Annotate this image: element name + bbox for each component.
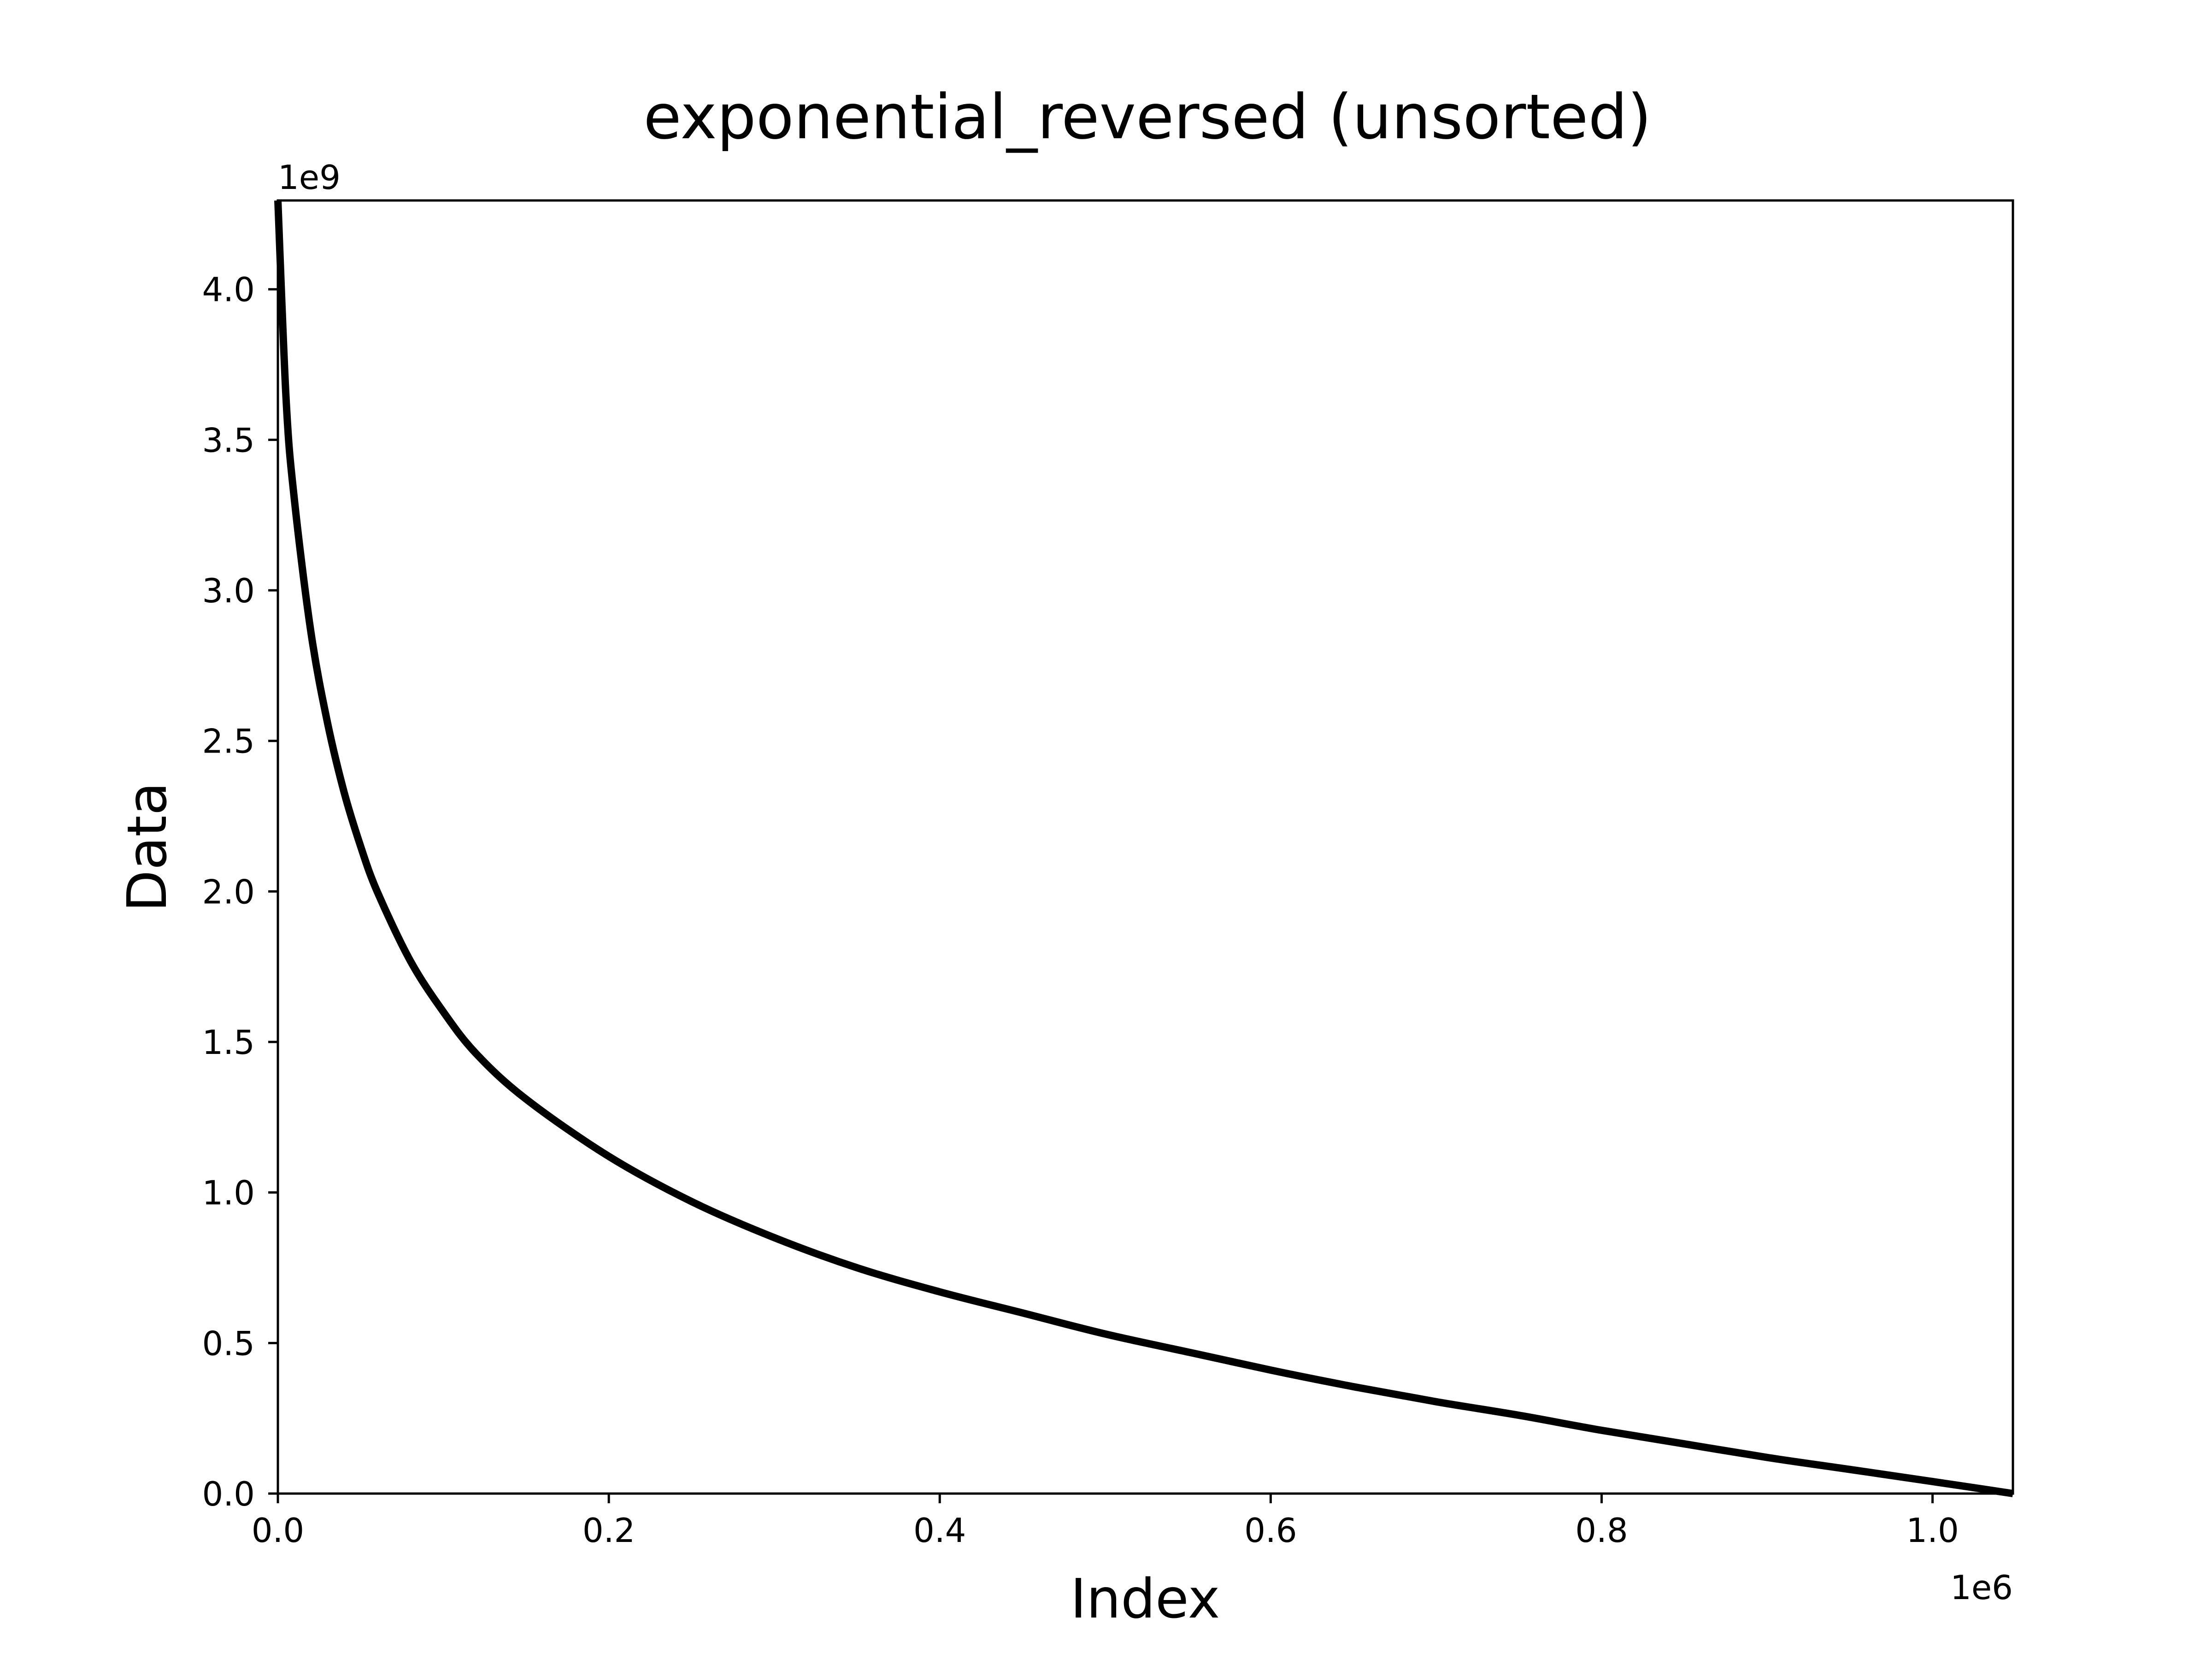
y-tick-label: 3.5 — [202, 421, 255, 459]
y-axis-offset-label: 1e9 — [278, 158, 341, 197]
y-tick-label: 3.0 — [202, 571, 255, 610]
x-axis-ticks: 0.0 0.2 0.4 0.6 0.8 1.0 — [252, 1494, 1959, 1550]
y-tick-label: 2.5 — [202, 722, 255, 761]
y-axis-ticks: 0.0 0.5 1.0 1.5 2.0 2.5 3.0 3.5 4.0 — [202, 271, 278, 1513]
y-axis-label: Data — [115, 782, 179, 912]
x-tick-label: 0.4 — [913, 1511, 966, 1550]
y-tick-label: 1.5 — [202, 1023, 255, 1062]
y-tick-label: 1.0 — [202, 1174, 255, 1212]
x-tick-label: 1.0 — [1906, 1511, 1959, 1550]
y-tick-label: 0.0 — [202, 1475, 255, 1513]
plot-area-frame — [276, 199, 2014, 1495]
y-tick-label: 0.5 — [202, 1324, 255, 1363]
series-line — [274, 200, 2014, 1497]
x-tick-label: 0.2 — [582, 1511, 635, 1550]
x-axis-label: Index — [1071, 1567, 1220, 1630]
chart-title: exponential_reversed (unsorted) — [643, 81, 1652, 153]
x-tick-label: 0.6 — [1244, 1511, 1297, 1550]
y-tick-label: 2.0 — [202, 872, 255, 911]
x-axis-offset-label: 1e6 — [1950, 1568, 2013, 1607]
x-tick-label: 0.0 — [252, 1511, 305, 1550]
x-tick-label: 0.8 — [1575, 1511, 1628, 1550]
y-tick-label: 4.0 — [202, 271, 255, 309]
